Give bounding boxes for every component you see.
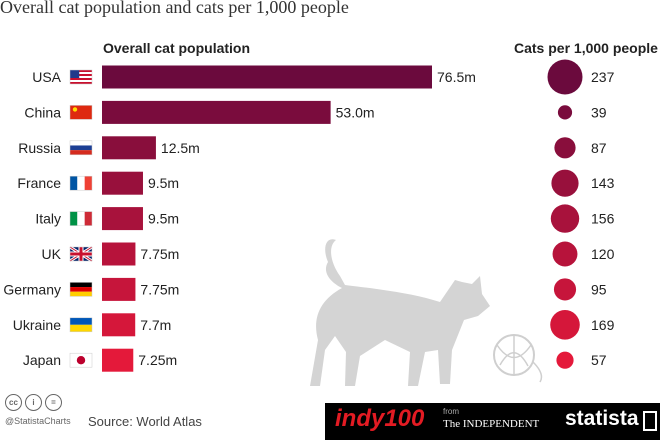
population-value-label: 76.5m — [437, 69, 476, 85]
per-1000-value-label: 143 — [591, 175, 615, 191]
population-value-label: 9.5m — [148, 175, 179, 191]
per-1000-value-label: 95 — [591, 281, 607, 297]
flag-japan-icon — [69, 352, 93, 368]
per-1000-bubble — [557, 105, 573, 120]
category-label: China — [24, 104, 61, 120]
flag-russia-icon — [69, 140, 93, 156]
independent-logo[interactable]: The INDEPENDENT — [443, 418, 540, 430]
population-value-label: 7.7m — [140, 317, 171, 333]
population-value-label: 7.25m — [138, 352, 177, 368]
indy100-logo[interactable]: indy100 — [335, 405, 425, 432]
population-bar — [102, 277, 136, 301]
per-1000-bubble — [556, 351, 574, 369]
chart-title: Overall cat population and cats per 1,00… — [0, 0, 349, 17]
category-label: Japan — [23, 352, 61, 368]
category-label: Germany — [3, 281, 61, 297]
category-label: Italy — [35, 211, 61, 227]
per-1000-bubble — [553, 278, 577, 301]
population-bar — [102, 100, 331, 124]
per-1000-value-label: 57 — [591, 352, 607, 368]
no-derivatives-icon: = — [45, 394, 62, 411]
population-bar — [102, 171, 143, 195]
category-label: Russia — [18, 140, 61, 156]
population-bar — [102, 348, 134, 372]
per-1000-bubble — [554, 137, 576, 159]
per-1000-column-header: Cats per 1,000 people — [514, 40, 658, 56]
population-value-label: 53.0m — [336, 104, 375, 120]
source-text: Source: World Atlas — [88, 414, 202, 429]
per-1000-value-label: 87 — [591, 140, 607, 156]
statista-logo[interactable]: statista — [565, 407, 639, 430]
population-value-label: 12.5m — [161, 140, 200, 156]
category-label: UK — [42, 246, 62, 262]
statista-handle: @StatistaCharts — [5, 416, 71, 426]
footer-logo-bar: indy100 from The INDEPENDENT statista — [325, 403, 660, 440]
flag-france-icon — [69, 175, 93, 191]
population-bar — [102, 207, 143, 231]
population-value-label: 7.75m — [140, 246, 179, 262]
per-1000-value-label: 237 — [591, 69, 615, 85]
attribution-icon: i — [25, 394, 42, 411]
from-label: from — [443, 407, 459, 416]
footer-attribution: cc i = @StatistaCharts Source: World Atl… — [0, 394, 230, 440]
per-1000-value-label: 169 — [591, 317, 615, 333]
population-column-header: Overall cat population — [103, 40, 251, 56]
population-bar — [102, 242, 136, 266]
cat-silhouette — [310, 239, 543, 386]
per-1000-value-label: 156 — [591, 211, 615, 227]
statista-logo-icon — [643, 411, 657, 431]
population-value-label: 7.75m — [140, 281, 179, 297]
flag-italy-icon — [69, 211, 93, 226]
category-label: USA — [32, 69, 61, 85]
per-1000-bubble — [550, 310, 580, 340]
per-1000-bubble — [551, 169, 579, 197]
population-value-label: 9.5m — [148, 211, 179, 227]
per-1000-value-label: 39 — [591, 104, 607, 120]
per-1000-value-label: 120 — [591, 246, 615, 262]
flag-china-icon — [69, 105, 93, 120]
category-label: France — [17, 175, 61, 191]
population-bar — [102, 65, 432, 89]
category-label: Ukraine — [13, 317, 61, 333]
per-1000-bubble — [552, 241, 578, 267]
flag-usa-icon — [69, 69, 93, 85]
flag-uk-icon — [69, 245, 93, 263]
per-1000-bubble — [547, 59, 583, 95]
population-bar — [102, 136, 156, 160]
population-bar — [102, 313, 136, 337]
flag-germany-icon — [69, 282, 93, 297]
per-1000-bubble — [550, 204, 580, 233]
creative-commons-icon: cc — [5, 394, 22, 411]
flag-ukraine-icon — [69, 317, 93, 333]
